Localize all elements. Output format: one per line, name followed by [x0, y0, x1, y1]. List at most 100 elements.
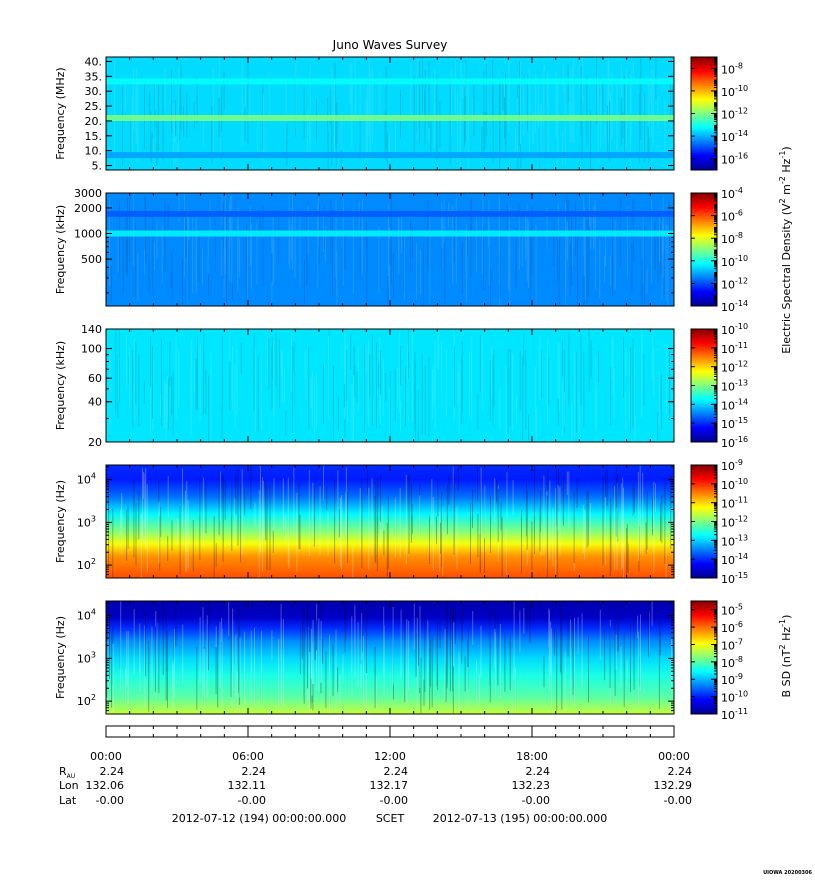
- ephemeris-row-label: Lat: [59, 794, 77, 807]
- spectrogram-panel-5: 102 103 104 Frequency (Hz) 10-11 10-10 10-9 10-…: [54, 600, 748, 722]
- y-axis-label: Frequency (Hz): [54, 616, 67, 699]
- colorbar-4: 10-15 10-14 10-13 10-12 10-11 10-10 10-9: [690, 458, 748, 586]
- electric-colorbar-title: Electric Spectral Density (V2 m-2 Hz-1): [778, 146, 793, 353]
- colorbar-tick-label: 10-11: [721, 496, 748, 511]
- scet-start-label: 2012-07-12 (194) 00:00:00.000: [172, 812, 346, 825]
- colorbar-tick-label: 10-6: [721, 209, 743, 224]
- colorbar-tick-label: 10-12: [721, 515, 748, 530]
- ephemeris-row-label: RAU: [59, 765, 75, 780]
- heatmap-field: [106, 601, 674, 714]
- y-tick-label: 140: [81, 323, 102, 336]
- colorbar-tick-label: 10-11: [721, 341, 748, 356]
- y-tick-label: 2000: [74, 202, 102, 215]
- colorbar-tick-label: 10-14: [721, 129, 748, 144]
- colorbar-5: 10-11 10-10 10-9 10-8 10-7 10-6 10-5: [690, 600, 748, 722]
- time-tick-label: 00:00: [658, 750, 690, 763]
- colorbar-tick-label: 10-10: [721, 84, 748, 99]
- y-tick-label: 100: [81, 343, 102, 356]
- time-tick-label: 00:00: [90, 750, 122, 763]
- colorbar-tick-label: 10-12: [721, 107, 748, 122]
- ephemeris-value: 2.24: [242, 765, 267, 778]
- heatmap-texture: [106, 193, 670, 306]
- colorbar-3: 10-16 10-15 10-14 10-13 10-12 10-11 10-10: [690, 322, 748, 450]
- y-tick-label: 500: [81, 253, 102, 266]
- spectrogram-panel-2: 500 1000 2000 3000 Frequency (kHz) 10-14 10-12…: [54, 186, 748, 314]
- emission-band-1: [106, 230, 674, 237]
- emission-band-2: [106, 152, 674, 159]
- y-axis-label: Frequency (kHz): [54, 205, 67, 294]
- emission-band-3: [106, 78, 674, 85]
- ephemeris-value: -0.00: [238, 794, 266, 807]
- y-tick-label: 30.: [85, 85, 103, 98]
- ephemeris-value: -0.00: [664, 794, 692, 807]
- colorbar-tick-label: 10-15: [721, 416, 748, 431]
- y-tick-label: 102: [77, 693, 96, 708]
- y-tick-label: 40: [88, 396, 102, 409]
- y-tick-label: 20: [88, 436, 102, 449]
- colorbar-tick-label: 10-11: [721, 707, 748, 722]
- ephemeris-value: -0.00: [380, 794, 408, 807]
- emission-band-1: [106, 115, 674, 121]
- colorbar-tick-label: 10-10: [721, 322, 748, 337]
- y-tick-label: 104: [77, 608, 96, 623]
- credit-label: UIOWA 20200306: [763, 870, 812, 876]
- y-tick-label: 20.: [85, 115, 103, 128]
- colorbar-tick-label: 10-9: [721, 458, 743, 473]
- ephemeris-value: -0.00: [96, 794, 124, 807]
- colorbar-tick-label: 10-7: [721, 637, 743, 652]
- colorbar-tick-label: 10-14: [721, 397, 748, 412]
- ephemeris-value: 132.11: [228, 779, 267, 792]
- heatmap-field: [106, 329, 674, 442]
- heatmap-texture: [106, 601, 673, 714]
- scet-end-label: 2012-07-13 (195) 00:00:00.000: [433, 812, 607, 825]
- ephemeris-value: 132.23: [512, 779, 551, 792]
- colorbar-tick-label: 10-10: [721, 254, 748, 269]
- heatmap-field: [106, 465, 674, 578]
- ephemeris-value: 2.24: [526, 765, 551, 778]
- y-tick-label: 40.: [85, 55, 103, 68]
- colorbar-tick-label: 10-8: [721, 231, 743, 246]
- y-tick-label: 60: [88, 372, 102, 385]
- ephemeris-table: RAU 2.24 2.24 2.24 2.24 2.24 Lon 132.06 132.11 13…: [59, 765, 692, 807]
- figure-title: Juno Waves Survey: [332, 38, 448, 52]
- y-tick-label: 103: [77, 514, 96, 529]
- colorbar-1: 10-16 10-14 10-12 10-10 10-8: [690, 56, 748, 171]
- heatmap-texture: [108, 465, 672, 578]
- y-tick-label: 104: [77, 472, 96, 487]
- time-tick-label: 18:00: [516, 750, 548, 763]
- colorbar-tick-label: 10-8: [721, 61, 743, 76]
- y-axis-label: Frequency (Hz): [54, 480, 67, 563]
- colorbar-tick-label: 10-13: [721, 533, 748, 548]
- colorbar-tick-label: 10-13: [721, 379, 748, 394]
- y-tick-label: 103: [77, 650, 96, 665]
- scet-label: SCET: [376, 812, 405, 825]
- ephemeris-value: -0.00: [522, 794, 550, 807]
- y-tick-label: 3000: [74, 187, 102, 200]
- ephemeris-value: 2.24: [668, 765, 693, 778]
- y-axis-label: Frequency (MHz): [54, 67, 67, 159]
- y-axis-label: Frequency (kHz): [54, 341, 67, 430]
- y-tick-label: 15.: [85, 130, 103, 143]
- colorbar-tick-label: 10-16: [721, 435, 748, 450]
- colorbar-tick-label: 10-12: [721, 360, 748, 375]
- ephemeris-value: 132.06: [86, 779, 125, 792]
- time-axis-strip: 00:00 06:00 12:00 18:00 00:00: [90, 725, 690, 763]
- colorbar-tick-label: 10-16: [721, 152, 748, 167]
- colorbar-tick-label: 10-9: [721, 672, 743, 687]
- ephemeris-row-label: Lon: [59, 779, 79, 792]
- colorbar-tick-label: 10-4: [721, 186, 743, 201]
- colorbar-tick-label: 10-10: [721, 477, 748, 492]
- ephemeris-value: 2.24: [384, 765, 409, 778]
- colorbar-tick-label: 10-12: [721, 276, 748, 291]
- y-tick-label: 35.: [85, 70, 103, 83]
- colorbar-tick-label: 10-14: [721, 552, 748, 567]
- colorbar-tick-label: 10-15: [721, 571, 748, 586]
- y-tick-label: 5.: [92, 160, 103, 173]
- y-tick-label: 10.: [85, 145, 103, 158]
- colorbar-tick-label: 10-10: [721, 690, 748, 705]
- ephemeris-value: 132.17: [370, 779, 409, 792]
- colorbar-tick-label: 10-8: [721, 655, 743, 670]
- ephemeris-value: 132.29: [654, 779, 693, 792]
